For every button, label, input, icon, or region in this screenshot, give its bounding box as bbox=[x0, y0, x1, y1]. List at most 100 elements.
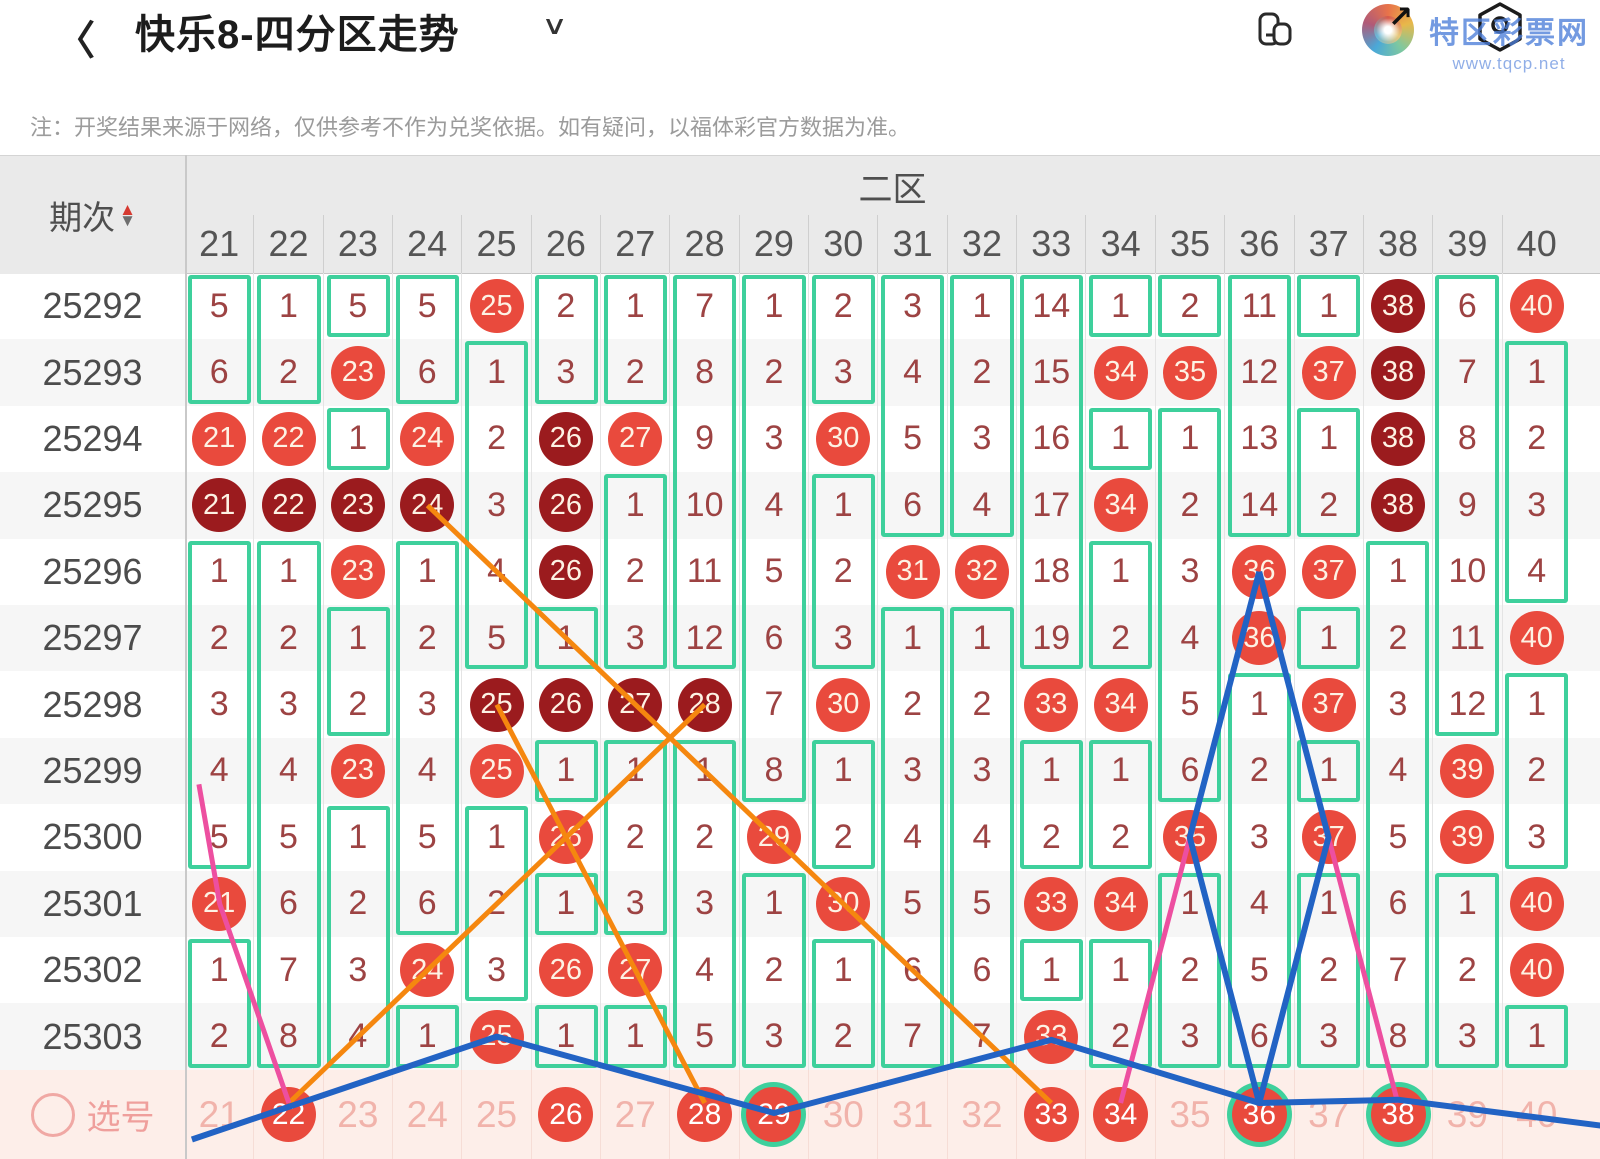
hit-ball: 36 bbox=[1232, 544, 1287, 599]
select-number-22[interactable]: 22 bbox=[253, 1070, 322, 1159]
select-number-26[interactable]: 26 bbox=[530, 1070, 600, 1159]
miss-count: 9 bbox=[1457, 485, 1477, 524]
miss-count: 6 bbox=[417, 884, 437, 923]
miss-count: 2 bbox=[1527, 751, 1547, 790]
selected-ball-ringed: 38 bbox=[1370, 1087, 1426, 1142]
cell-25298-31: 2 bbox=[877, 671, 946, 738]
miss-count: 4 bbox=[348, 1017, 368, 1056]
select-number-33[interactable]: 33 bbox=[1016, 1070, 1085, 1159]
disclaimer-note: 注：开奖结果来源于网络，仅供参考不作为兑奖依据。如有疑问，以福体彩官方数据为准。 bbox=[30, 115, 911, 140]
hit-ball: 27 bbox=[608, 411, 663, 466]
select-number-37[interactable]: 37 bbox=[1293, 1070, 1363, 1159]
hit-ball: 37 bbox=[1301, 677, 1356, 732]
back-button[interactable]: 〈 bbox=[55, 19, 95, 63]
miss-count: 1 bbox=[556, 618, 576, 657]
cell-25301-26: 1 bbox=[530, 870, 600, 937]
copy-icon[interactable] bbox=[1252, 8, 1300, 61]
cell-25293-31: 4 bbox=[877, 339, 946, 406]
select-number-23[interactable]: 23 bbox=[322, 1070, 392, 1159]
cell-25296-31: 31 bbox=[877, 538, 946, 605]
cell-25297-38: 2 bbox=[1362, 605, 1432, 672]
cell-25294-25: 2 bbox=[461, 405, 530, 473]
period-cell: 25302 bbox=[42, 949, 143, 991]
cell-25297-28: 12 bbox=[669, 605, 738, 672]
cell-25294-26: 26 bbox=[530, 405, 600, 473]
miss-count: 4 bbox=[1180, 618, 1200, 657]
cell-25292-23: 5 bbox=[322, 273, 392, 340]
select-number-28[interactable]: 28 bbox=[669, 1070, 738, 1159]
select-number-29[interactable]: 29 bbox=[738, 1070, 808, 1159]
table-row-25300: 25300 5 5 1 5 1 26 2 2 29 2 4 4 2 2 35 3 37 5 39 3 bbox=[0, 804, 1600, 871]
select-number-30[interactable]: 30 bbox=[808, 1070, 877, 1159]
cell-25293-33: 15 bbox=[1016, 339, 1085, 406]
table-row-25298: 25298 3 3 2 3 25 26 27 28 7 30 2 2 33 34 5 1 37 3 12 1 bbox=[0, 671, 1600, 738]
cell-25299-35: 6 bbox=[1154, 737, 1224, 805]
zone-header: 二区 bbox=[185, 155, 1600, 216]
select-number-text: 27 bbox=[614, 1093, 656, 1135]
cell-25294-27: 27 bbox=[600, 405, 669, 473]
table-row-25296: 25296 1 1 23 1 4 26 2 11 5 2 31 32 18 1 3 36 37 1 10 4 bbox=[0, 538, 1600, 605]
cell-25303-29: 3 bbox=[738, 1003, 808, 1070]
cell-25292-28: 7 bbox=[669, 273, 738, 340]
table-row-25294: 25294 21 22 1 24 2 26 27 9 3 30 5 3 16 1 1 13 1 38 8 2 bbox=[0, 405, 1600, 473]
page-title[interactable]: 快乐8-四分区走势 bbox=[135, 13, 460, 57]
cell-25297-25: 5 bbox=[461, 605, 530, 672]
select-number-21[interactable]: 21 bbox=[185, 1070, 253, 1159]
miss-count: 4 bbox=[417, 751, 437, 790]
cell-25296-35: 3 bbox=[1154, 538, 1224, 605]
cell-25294-32: 3 bbox=[946, 405, 1016, 473]
select-number-36[interactable]: 36 bbox=[1224, 1070, 1293, 1159]
cell-25297-37: 1 bbox=[1293, 605, 1363, 672]
cell-25296-39: 10 bbox=[1432, 538, 1501, 605]
select-number-32[interactable]: 32 bbox=[946, 1070, 1016, 1159]
cell-25301-39: 1 bbox=[1432, 870, 1501, 937]
cell-25300-26: 26 bbox=[530, 804, 600, 871]
app-logo-icon[interactable] bbox=[1362, 4, 1414, 56]
miss-count: 3 bbox=[1180, 552, 1200, 591]
cell-25295-28: 10 bbox=[669, 472, 738, 539]
select-number-text: 32 bbox=[961, 1093, 1003, 1135]
select-number-38[interactable]: 38 bbox=[1362, 1070, 1432, 1159]
select-number-31[interactable]: 31 bbox=[877, 1070, 946, 1159]
cell-25297-21: 2 bbox=[185, 605, 253, 671]
cell-25300-24: 5 bbox=[392, 804, 461, 871]
hit-ball: 39 bbox=[1440, 743, 1495, 798]
miss-count: 6 bbox=[1457, 286, 1477, 325]
miss-count: 2 bbox=[487, 884, 506, 923]
miss-count: 1 bbox=[1041, 751, 1061, 790]
cell-25303-27: 1 bbox=[600, 1003, 669, 1070]
miss-count: 4 bbox=[209, 751, 229, 790]
cell-25297-35: 4 bbox=[1154, 605, 1224, 672]
select-number-35[interactable]: 35 bbox=[1154, 1070, 1224, 1159]
miss-count: 2 bbox=[625, 353, 645, 392]
miss-count: 3 bbox=[625, 618, 645, 657]
select-number-27[interactable]: 27 bbox=[600, 1070, 669, 1159]
number-column-headers: 21 22 23 24 25 26 27 28 29 30 31 32 33 34 35 36 37 38 39 40 bbox=[185, 215, 1571, 274]
miss-count: 1 bbox=[348, 618, 368, 657]
chevron-down-icon[interactable]: ∨ bbox=[541, 10, 568, 40]
select-number-40[interactable]: 40 bbox=[1501, 1070, 1571, 1159]
period-sort-header[interactable]: 期次 ▲ ▼ bbox=[0, 155, 185, 274]
miss-count: 2 bbox=[695, 817, 715, 856]
miss-count: 2 bbox=[1388, 618, 1408, 657]
select-number-24[interactable]: 24 bbox=[392, 1070, 461, 1159]
cell-25301-28: 3 bbox=[669, 870, 738, 937]
cell-25295-30: 1 bbox=[808, 472, 877, 539]
miss-count: 5 bbox=[972, 884, 992, 923]
cell-25295-39: 9 bbox=[1432, 472, 1501, 539]
cell-25295-35: 2 bbox=[1154, 472, 1224, 539]
hit-ball: 34 bbox=[1093, 876, 1148, 931]
cell-25292-34: 1 bbox=[1085, 273, 1154, 340]
select-number-39[interactable]: 39 bbox=[1432, 1070, 1501, 1159]
select-number-25[interactable]: 25 bbox=[461, 1070, 530, 1159]
miss-count: 1 bbox=[833, 485, 853, 524]
settings-hexagon-icon[interactable] bbox=[1472, 0, 1528, 61]
miss-count: 6 bbox=[903, 950, 923, 989]
select-radio-icon[interactable] bbox=[30, 1092, 75, 1137]
cell-25299-23: 23 bbox=[322, 737, 392, 805]
miss-count: 2 bbox=[1111, 618, 1131, 657]
cell-25300-33: 2 bbox=[1016, 804, 1085, 871]
select-number-34[interactable]: 34 bbox=[1085, 1070, 1154, 1159]
miss-count: 3 bbox=[1180, 1017, 1200, 1056]
select-number-text: 40 bbox=[1516, 1093, 1558, 1135]
